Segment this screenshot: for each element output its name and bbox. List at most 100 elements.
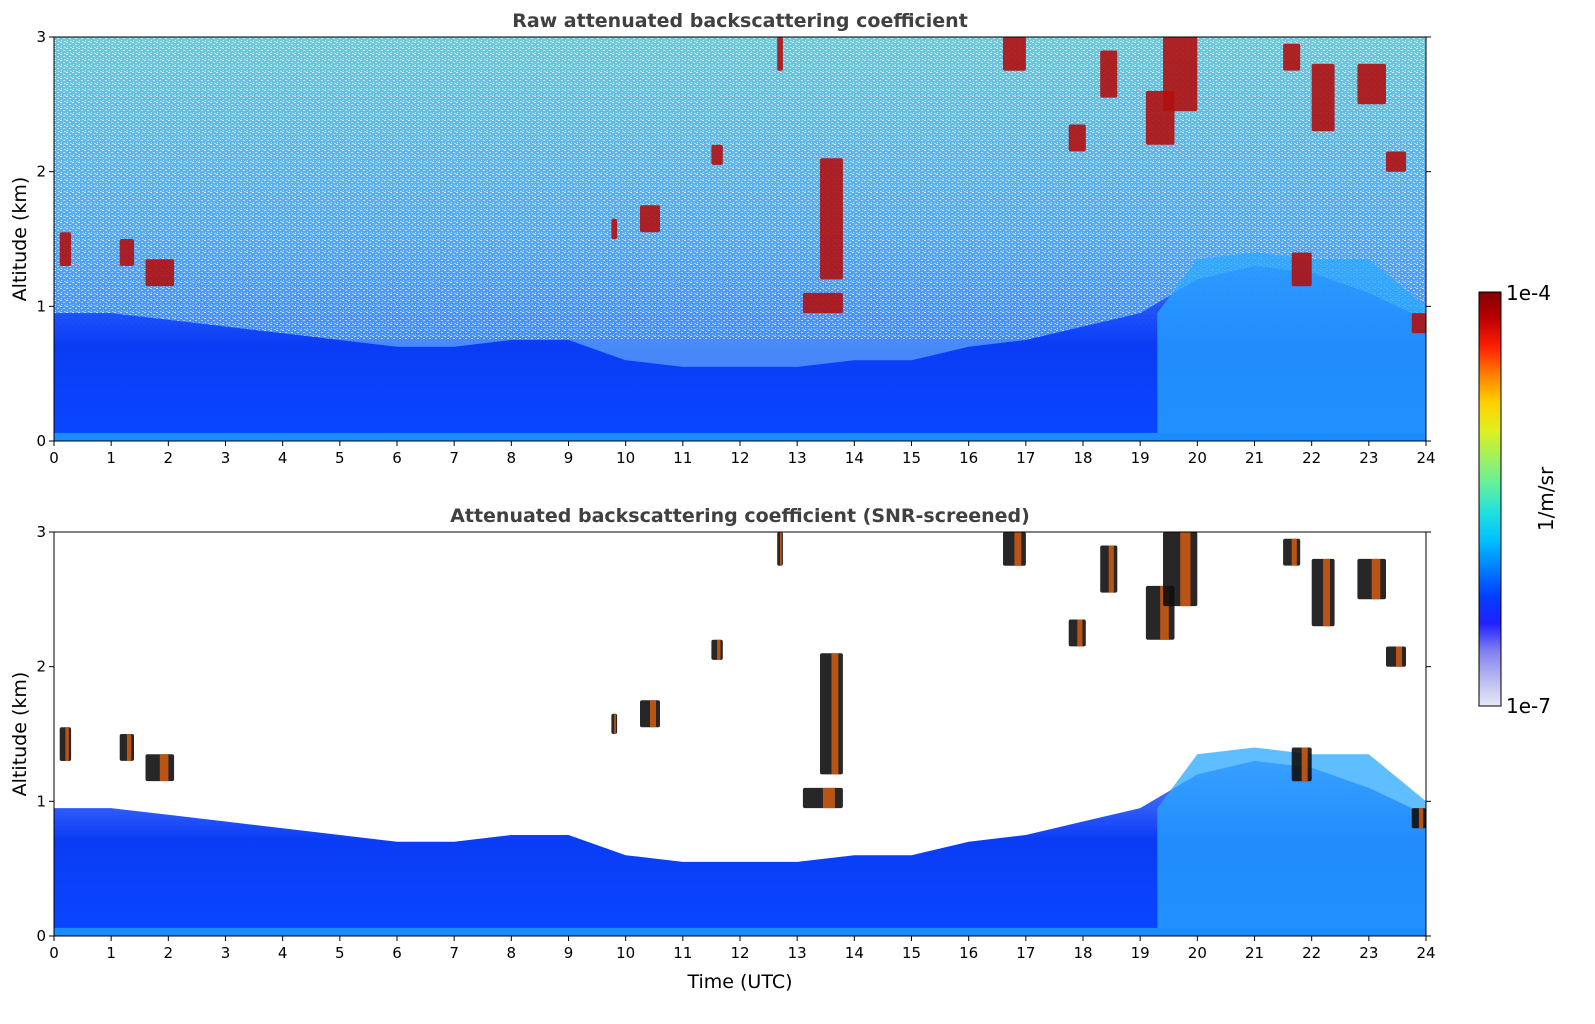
cloud-patch-edge (159, 754, 169, 782)
cloud-patch-edge (1180, 532, 1191, 607)
x-tick-label: 10 (616, 449, 635, 467)
x-tick-label: 17 (1016, 449, 1035, 467)
x-tick-label: 0 (49, 944, 59, 962)
x-tick-label: 8 (507, 944, 517, 962)
cloud-patch-edge (1396, 646, 1402, 667)
surface-strip (54, 927, 1426, 936)
cloud-patch (1003, 37, 1026, 71)
x-tick-label: 9 (564, 944, 574, 962)
cloud-patch-edge (780, 532, 782, 566)
x-tick-label: 13 (788, 449, 807, 467)
cloud-patch (640, 205, 660, 233)
cloud-patch (820, 653, 843, 775)
cloud-patch-edge (1371, 558, 1381, 600)
colorbar-unit-label: 1/m/sr (1534, 466, 1558, 531)
y-tick-label: 3 (36, 28, 46, 46)
colorbar-bottom-label: 1e-7 (1506, 694, 1551, 718)
x-tick-label: 21 (1245, 449, 1264, 467)
x-tick-label: 20 (1188, 944, 1207, 962)
raw-evening-layer (1157, 252, 1426, 441)
cloud-patch-edge (831, 653, 839, 775)
x-tick-label: 16 (959, 944, 978, 962)
cloud-patch (1283, 43, 1301, 71)
x-tick-label: 14 (845, 449, 864, 467)
x-tick-label: 9 (564, 449, 574, 467)
x-tick-label: 14 (845, 944, 864, 962)
cloud-patch (1163, 37, 1198, 112)
x-tick-label: 23 (1359, 944, 1378, 962)
y-tick-label: 1 (36, 297, 46, 315)
x-tick-label: 24 (1416, 944, 1435, 962)
y-tick-label: 0 (36, 432, 46, 450)
cloud-patch (611, 218, 618, 239)
x-tick-label: 0 (49, 449, 59, 467)
y-tick-label: 1 (36, 792, 46, 810)
x-tick-label: 7 (449, 944, 459, 962)
colorbar: 1e-4 1e-7 1/m/sr (1478, 281, 1558, 718)
x-tick-label: 19 (1131, 944, 1150, 962)
raw-plot-area (54, 37, 1426, 441)
cloud-patch-edge (1323, 558, 1330, 627)
screened-x-axis: 0 1 2 3 4 5 6 7 8 9 10 11 12 13 14 15 16 17 18 19 20 21 22 23 24 (49, 936, 1436, 962)
colorbar-top-label: 1e-4 (1506, 281, 1551, 305)
x-tick-label: 2 (164, 944, 174, 962)
cloud-patch-edge (650, 700, 656, 728)
x-tick-label: 23 (1359, 449, 1378, 467)
cloud-patch (777, 37, 783, 71)
x-tick-label: 7 (449, 449, 459, 467)
cloud-patch (820, 158, 843, 280)
cloud-patch (1163, 532, 1198, 607)
cloud-patch (1357, 63, 1386, 105)
screened-evening-layer (1157, 747, 1426, 936)
x-tick-label: 1 (106, 944, 116, 962)
screened-panel-title: Attenuated backscattering coefficient (S… (450, 505, 1030, 527)
cloud-patch (1291, 252, 1312, 287)
x-tick-label: 24 (1416, 449, 1435, 467)
x-tick-label: 11 (673, 944, 692, 962)
cloud-patch-edge (1301, 747, 1308, 782)
cloud-patch-edge (1014, 532, 1022, 566)
x-tick-label: 13 (788, 944, 807, 962)
x-tick-label: 4 (278, 944, 288, 962)
cloud-patch-edge (614, 713, 616, 734)
cloud-patch (1386, 151, 1406, 172)
x-tick-label: 1 (106, 449, 116, 467)
screened-boundary-layer (54, 760, 1426, 936)
x-tick-label: 19 (1131, 449, 1150, 467)
cloud-patch-edge (1160, 585, 1169, 640)
cloud-patch (1311, 63, 1335, 132)
cloud-patch (145, 259, 175, 287)
y-tick-label: 3 (36, 523, 46, 541)
x-tick-label: 6 (392, 944, 402, 962)
cloud-patch (711, 144, 723, 165)
raw-panel-title: Raw attenuated backscattering coefficien… (512, 10, 968, 32)
cloud-patch-edge (1418, 808, 1424, 829)
x-tick-label: 20 (1188, 449, 1207, 467)
x-tick-label: 6 (392, 449, 402, 467)
x-tick-label: 10 (616, 944, 635, 962)
x-tick-label: 18 (1073, 449, 1092, 467)
cloud-patch (119, 734, 134, 761)
cloud-patch-edge (717, 639, 721, 660)
screened-plot-area (54, 532, 1426, 936)
x-tick-label: 5 (335, 944, 345, 962)
x-tick-label: 4 (278, 449, 288, 467)
cloud-patch (1411, 808, 1426, 829)
raw-y-axis: 0 1 2 3 (36, 28, 1431, 450)
x-tick-label: 2 (164, 449, 174, 467)
x-tick-label: 11 (673, 449, 692, 467)
cloud-patch (1068, 124, 1086, 152)
cloud-patch (59, 232, 72, 266)
raw-panel: Raw attenuated backscattering coefficien… (9, 10, 1436, 467)
x-tick-label: 5 (335, 449, 345, 467)
cloud-patch-edge (126, 734, 132, 761)
raw-x-axis: 0 1 2 3 4 5 6 7 8 9 10 11 12 13 14 15 16 17 18 19 20 21 22 23 24 (49, 441, 1436, 467)
cloud-patch-edge (1291, 538, 1297, 566)
cloud-patch (1411, 313, 1426, 334)
x-tick-label: 16 (959, 449, 978, 467)
raw-boundary-layer (54, 265, 1426, 441)
x-tick-label: 3 (221, 944, 231, 962)
x-tick-label: 17 (1016, 944, 1035, 962)
screened-panel: Attenuated backscattering coefficient (S… (9, 505, 1436, 993)
